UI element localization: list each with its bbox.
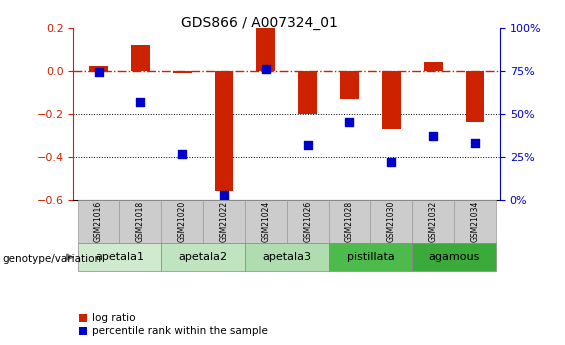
Text: GSM21024: GSM21024 bbox=[262, 201, 270, 242]
Bar bbox=[329, 200, 371, 243]
Point bbox=[471, 140, 480, 146]
Bar bbox=[77, 243, 161, 271]
Text: apetala2: apetala2 bbox=[179, 252, 228, 262]
Bar bbox=[371, 200, 412, 243]
Bar bbox=[173, 71, 192, 73]
Point bbox=[345, 120, 354, 125]
Bar bbox=[119, 200, 161, 243]
Bar bbox=[215, 71, 233, 191]
Bar bbox=[203, 200, 245, 243]
Bar bbox=[77, 200, 119, 243]
Bar bbox=[412, 243, 496, 271]
Bar bbox=[329, 243, 412, 271]
Bar bbox=[131, 45, 150, 71]
Bar bbox=[298, 71, 317, 114]
Text: GSM21028: GSM21028 bbox=[345, 201, 354, 242]
Bar bbox=[466, 71, 484, 122]
Text: GSM21030: GSM21030 bbox=[387, 201, 396, 242]
Bar bbox=[412, 200, 454, 243]
Text: pistillata: pistillata bbox=[346, 252, 394, 262]
Text: agamous: agamous bbox=[428, 252, 480, 262]
Bar bbox=[287, 200, 329, 243]
Point bbox=[429, 134, 438, 139]
Text: apetala1: apetala1 bbox=[95, 252, 144, 262]
Point bbox=[94, 70, 103, 75]
Text: GDS866 / A007324_01: GDS866 / A007324_01 bbox=[181, 16, 338, 30]
Text: GSM21018: GSM21018 bbox=[136, 201, 145, 242]
Bar bbox=[245, 243, 329, 271]
Bar bbox=[245, 200, 287, 243]
Text: GSM21016: GSM21016 bbox=[94, 201, 103, 242]
Bar bbox=[340, 71, 359, 99]
Legend: log ratio, percentile rank within the sample: log ratio, percentile rank within the sa… bbox=[79, 313, 268, 336]
Point bbox=[136, 99, 145, 105]
Point bbox=[303, 142, 312, 148]
Bar bbox=[257, 28, 275, 71]
Text: GSM21022: GSM21022 bbox=[220, 201, 228, 242]
Text: apetala3: apetala3 bbox=[262, 252, 311, 262]
Point bbox=[387, 159, 396, 165]
Point bbox=[261, 66, 270, 72]
Bar bbox=[161, 243, 245, 271]
Text: GSM21034: GSM21034 bbox=[471, 201, 480, 242]
Text: GSM21020: GSM21020 bbox=[177, 201, 186, 242]
Text: GSM21032: GSM21032 bbox=[429, 201, 438, 242]
Text: genotype/variation: genotype/variation bbox=[3, 255, 102, 264]
Text: GSM21026: GSM21026 bbox=[303, 201, 312, 242]
Point bbox=[177, 151, 186, 156]
Point bbox=[219, 192, 228, 198]
Bar bbox=[161, 200, 203, 243]
Bar bbox=[454, 200, 496, 243]
Bar bbox=[424, 62, 442, 71]
Bar bbox=[89, 66, 108, 71]
Bar bbox=[382, 71, 401, 129]
